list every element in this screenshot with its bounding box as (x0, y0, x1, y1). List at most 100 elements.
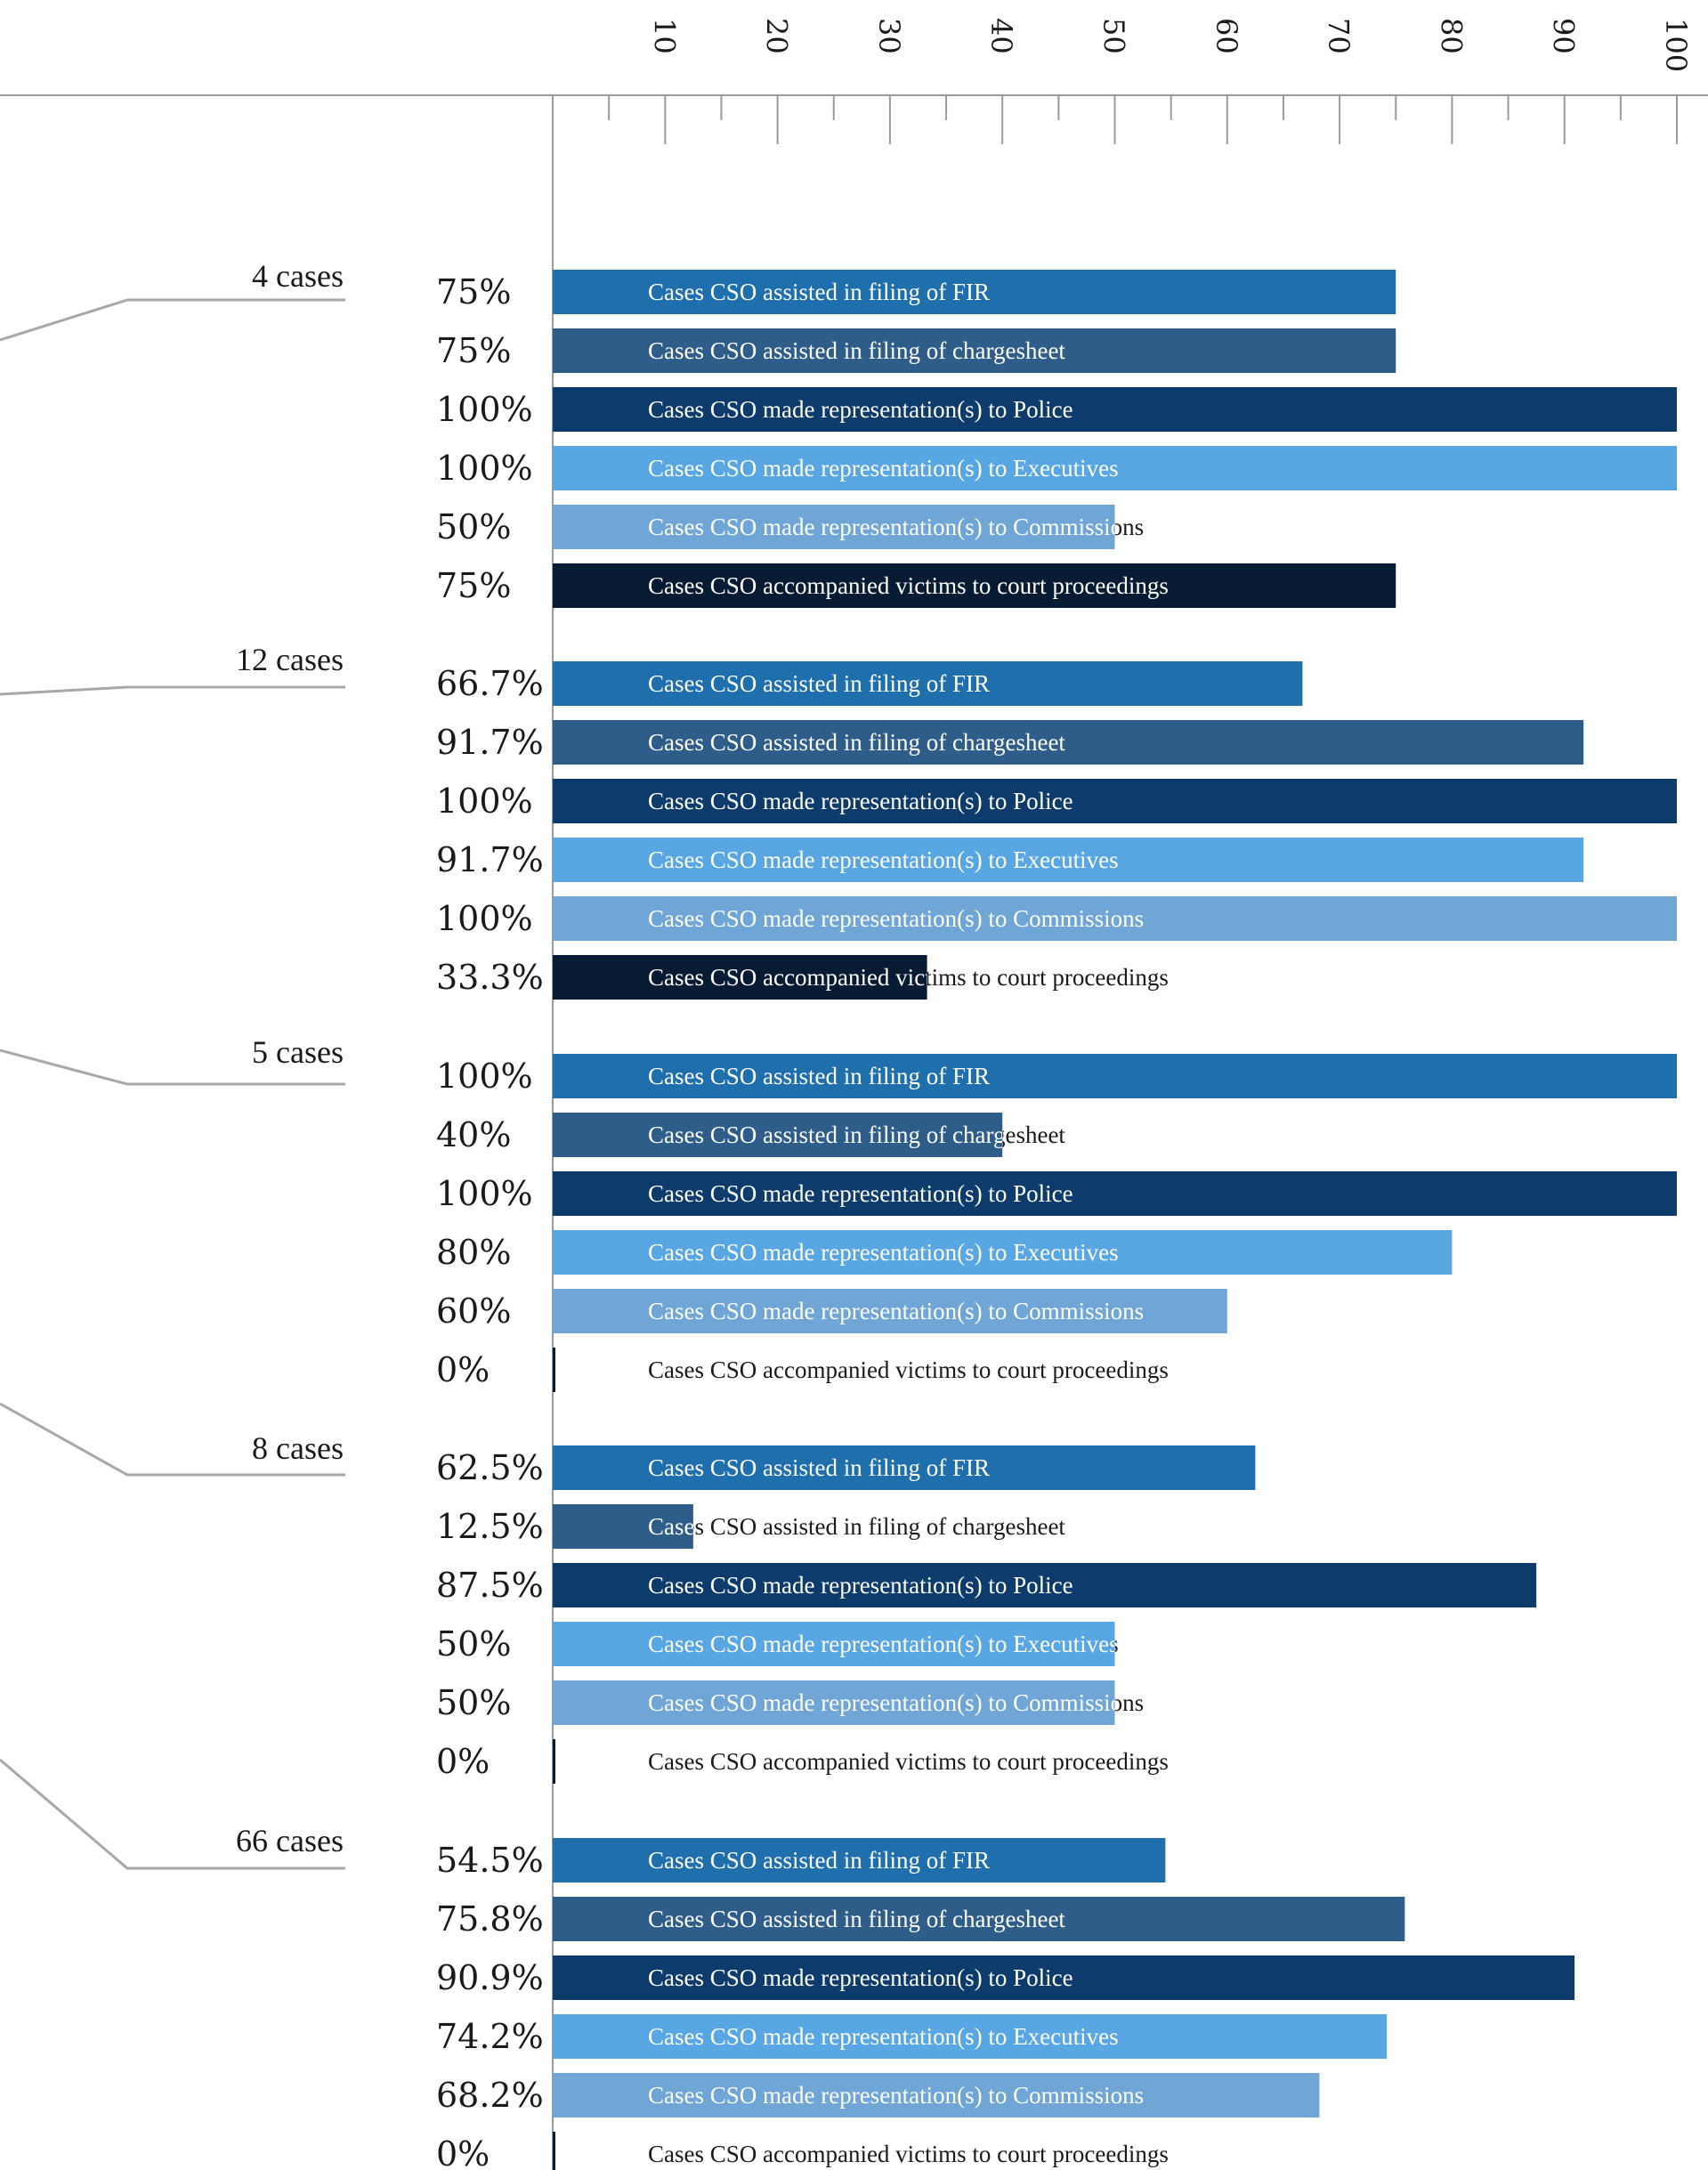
bar (553, 1504, 693, 1549)
bar (553, 838, 1584, 882)
group-count-label: 4 cases (252, 258, 344, 294)
value-label: 50% (436, 1683, 511, 1722)
bar (553, 446, 1677, 490)
value-label: 40% (436, 1115, 511, 1154)
value-label: 100% (436, 781, 533, 821)
tick-label: 100 (1659, 18, 1693, 72)
bar-label: Cases CSO assisted in filing of chargesh… (648, 337, 1065, 364)
bar-label: Cases CSO accompanied victims to court p… (648, 572, 1169, 599)
bar-label: Cases CSO assisted in filing of chargesh… (648, 1121, 1065, 1148)
bar-label-outside: Cases CSO accompanied victims to court p… (648, 1748, 1169, 1775)
bar (553, 720, 1584, 765)
bar (553, 779, 1677, 823)
tick-label: 80 (1434, 18, 1468, 54)
value-label: 75% (436, 331, 511, 370)
bar (553, 1622, 1115, 1666)
value-label: 75% (436, 566, 511, 605)
bar-label: Cases CSO assisted in filing of FIR (648, 670, 990, 697)
value-label: 66.7% (436, 664, 544, 703)
value-label: 100% (436, 1174, 533, 1213)
value-label: 60% (436, 1291, 511, 1331)
bar-label-outside: Cases CSO made representation(s) to Comm… (648, 514, 1144, 540)
bar (553, 1838, 1166, 1883)
bar (553, 2132, 555, 2170)
group-leader-line (0, 298, 345, 342)
tick-label: 30 (872, 18, 906, 54)
bar (553, 2073, 1320, 2117)
bar-label: Cases CSO made representation(s) to Comm… (648, 2082, 1144, 2109)
tick-label: 10 (647, 18, 681, 54)
tick-label: 90 (1547, 18, 1581, 54)
value-label: 50% (436, 1624, 511, 1664)
bar (553, 270, 1396, 314)
bar-label: Cases CSO made representation(s) to Poli… (648, 788, 1073, 814)
bar-label: Cases CSO made representation(s) to Exec… (648, 1239, 1119, 1266)
tick-label: 70 (1322, 18, 1356, 54)
bar-label: Cases CSO accompanied victims to court p… (648, 964, 1169, 991)
bar-label-outside: Cases CSO assisted in filing of chargesh… (648, 1121, 1065, 1148)
bar-label: Cases CSO made representation(s) to Exec… (648, 846, 1119, 873)
value-label: 100% (436, 1057, 533, 1096)
bar-label-outside: Cases CSO assisted in filing of chargesh… (648, 1513, 1065, 1540)
group-leader-line (0, 685, 345, 696)
bar-label-outside: Cases CSO made representation(s) to Exec… (648, 1631, 1119, 1657)
bar-label-outside: Cases CSO accompanied victims to court p… (648, 2141, 1169, 2167)
bar (553, 896, 1677, 941)
bar-label: Cases CSO made representation(s) to Poli… (648, 1180, 1073, 1207)
value-label: 100% (436, 899, 533, 938)
tick-label: 50 (1097, 18, 1131, 54)
value-label: 75.8% (436, 1899, 544, 1939)
bar (553, 563, 1396, 608)
group-count-label: 12 cases (236, 642, 344, 677)
bar-label: Cases CSO made representation(s) to Exec… (648, 455, 1119, 482)
value-label: 0% (436, 1742, 490, 1781)
axis-layer: 10 20 30 40 50 60 70 80 90 100 (0, 18, 1708, 2170)
bar-label: Cases CSO made representation(s) to Exec… (648, 2023, 1119, 2050)
bar (553, 1955, 1575, 2000)
bar-label: Cases CSO made representation(s) to Exec… (648, 1631, 1119, 1657)
group-leader-line (0, 1049, 345, 1086)
tick-label: 40 (984, 18, 1018, 54)
group-count-label: 5 cases (252, 1034, 344, 1070)
bar-label: Cases CSO assisted in filing of FIR (648, 279, 990, 305)
group-count-label: 66 cases (236, 1823, 344, 1858)
bar (553, 955, 927, 1000)
value-label: 0% (436, 2134, 490, 2170)
value-label: 91.7% (436, 723, 544, 762)
value-label: 100% (436, 449, 533, 488)
value-label: 62.5% (436, 1448, 544, 1487)
bar-label: Cases CSO made representation(s) to Poli… (648, 1964, 1073, 1991)
value-label: 74.2% (436, 2017, 544, 2056)
tick-label: 20 (760, 18, 794, 54)
bar-label-outside: Cases CSO made representation(s) to Comm… (648, 1689, 1144, 1716)
bar-label: Cases CSO made representation(s) to Poli… (648, 396, 1073, 423)
bar (553, 2014, 1388, 2059)
bar (553, 328, 1396, 373)
bar-label: Cases CSO made representation(s) to Comm… (648, 905, 1144, 932)
value-label: 50% (436, 507, 511, 547)
value-label: 100% (436, 390, 533, 429)
bar (553, 1348, 555, 1392)
bar-label: Cases CSO assisted in filing of FIR (648, 1063, 990, 1089)
bar (553, 1230, 1453, 1275)
bar-label: Cases CSO assisted in filing of FIR (648, 1847, 990, 1874)
bar (553, 1897, 1405, 1941)
value-label: 87.5% (436, 1566, 544, 1605)
bar (553, 387, 1677, 432)
group-leader-line (0, 1758, 345, 1870)
bar (553, 1171, 1677, 1216)
bar-label: Cases CSO made representation(s) to Comm… (648, 1689, 1144, 1716)
group-layer: 4 cases 12 cases 5 cases 8 cases 66 cases (0, 258, 345, 1870)
value-label: 54.5% (436, 1841, 544, 1880)
value-label: 75% (436, 272, 511, 312)
bar-label: Cases CSO assisted in filing of chargesh… (648, 729, 1065, 756)
value-label: 91.7% (436, 840, 544, 879)
group-count-label: 8 cases (252, 1430, 344, 1466)
bar (553, 1054, 1677, 1098)
bar-label: Cases CSO assisted in filing of chargesh… (648, 1513, 1065, 1540)
bar-label: Cases CSO assisted in filing of FIR (648, 1454, 990, 1481)
bar (553, 1445, 1256, 1490)
bar-label-outside: Cases CSO accompanied victims to court p… (648, 964, 1169, 991)
bar (553, 1289, 1227, 1333)
